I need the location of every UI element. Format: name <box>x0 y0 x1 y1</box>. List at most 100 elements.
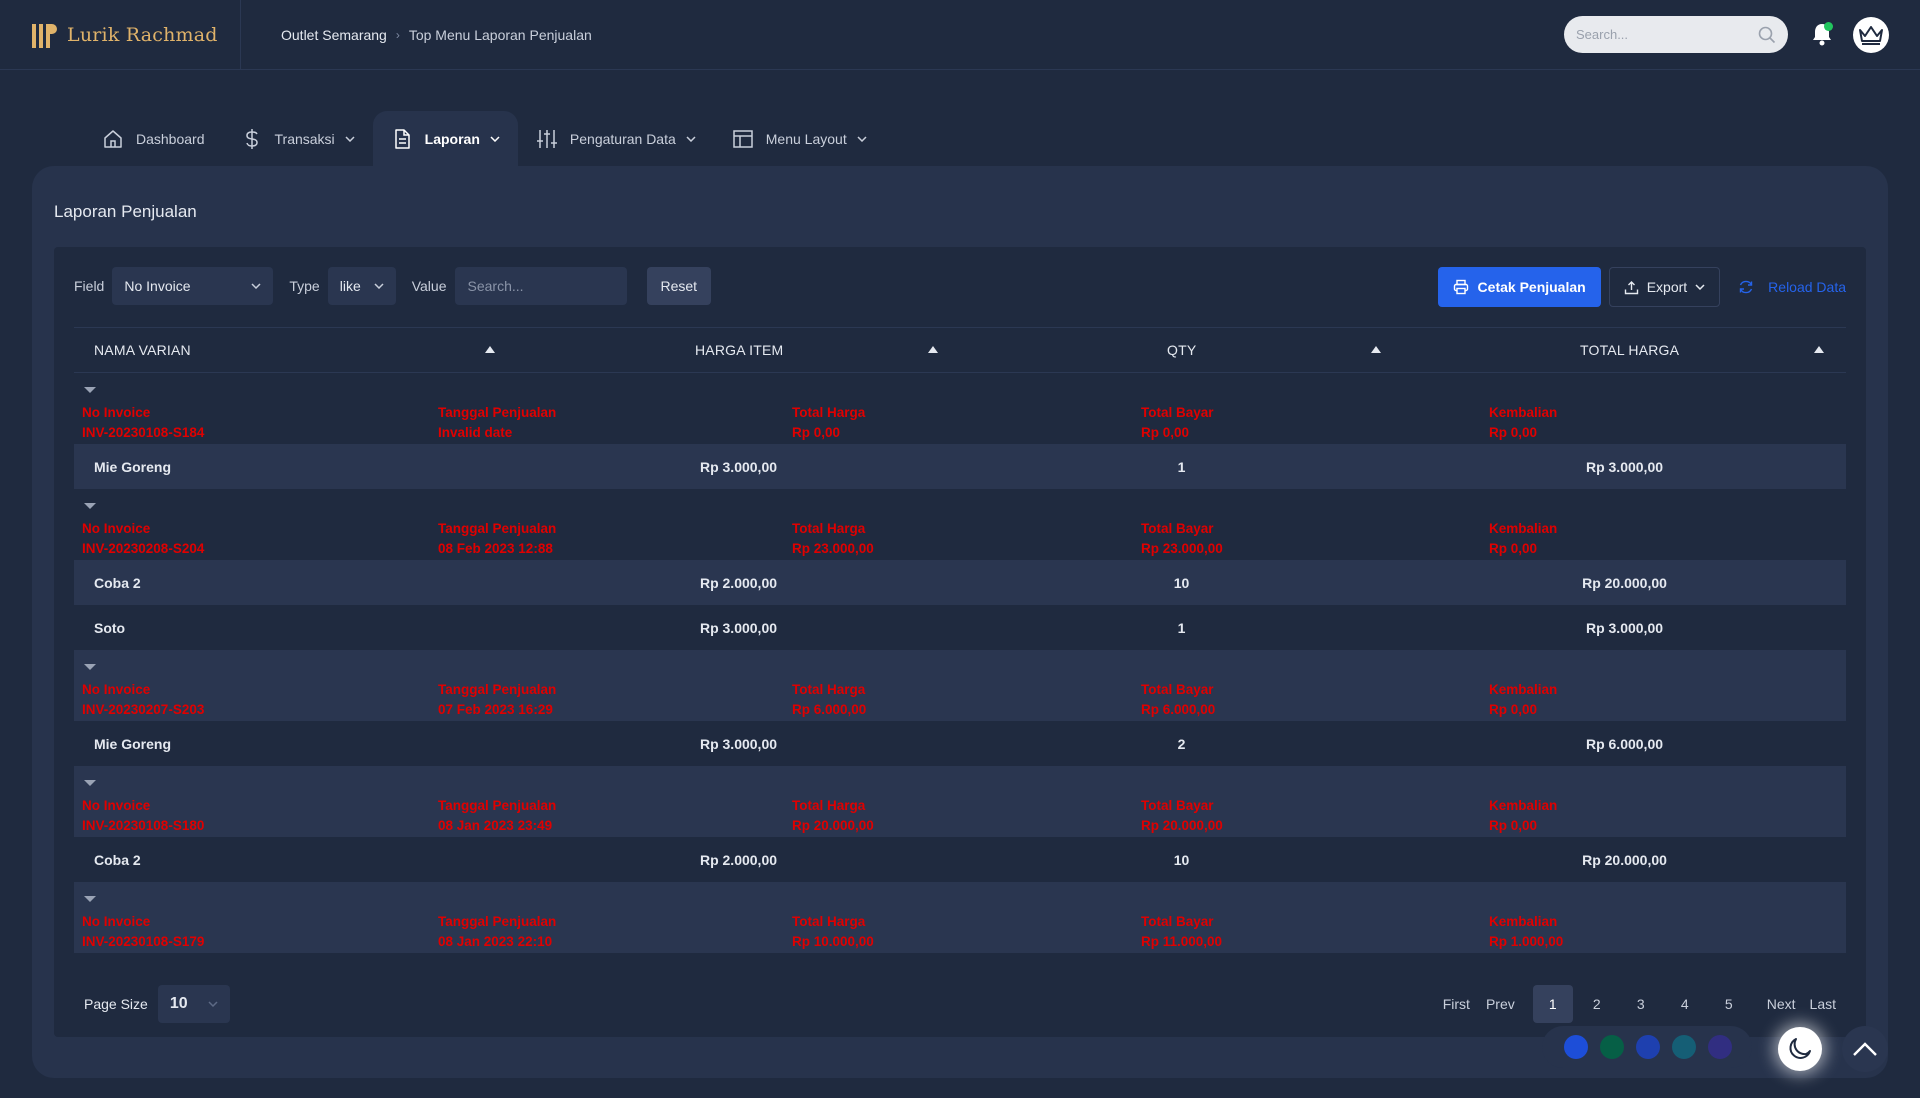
group-field-label: No Invoice <box>82 798 151 813</box>
brand[interactable]: Lurik Rachmad <box>0 0 241 70</box>
theme-color-swatch[interactable] <box>1672 1035 1696 1059</box>
cell-name: Coba 2 <box>94 851 141 868</box>
search-icon[interactable] <box>1758 26 1776 44</box>
breadcrumb: Outlet Semarang › Top Menu Laporan Penju… <box>281 27 592 43</box>
expand-caret-icon[interactable] <box>84 503 96 509</box>
group-field-value: Rp 20.000,00 <box>792 818 874 833</box>
group-field-value: Rp 20.000,00 <box>1141 818 1223 833</box>
theme-color-swatch[interactable] <box>1636 1035 1660 1059</box>
print-sales-button[interactable]: Cetak Penjualan <box>1437 267 1601 307</box>
invoice-group-field: Kembalian Rp 0,00 <box>1489 519 1557 559</box>
type-select[interactable]: like <box>327 267 396 305</box>
page-number[interactable]: 2 <box>1592 996 1601 1012</box>
table-row[interactable]: Coba 2 Rp 2.000,00 10 Rp 20.000,00 <box>74 837 1846 882</box>
nav-laporan[interactable]: Laporan <box>372 111 518 167</box>
export-button[interactable]: Export <box>1608 267 1721 307</box>
pagination: First Prev 1 2 3 4 5 Next Last <box>1427 985 1846 1023</box>
reload-data-button[interactable]: Reload Data <box>1738 279 1846 295</box>
expand-caret-icon[interactable] <box>84 664 96 670</box>
sort-asc-icon[interactable] <box>485 346 495 353</box>
filter-bar: Field No Invoice Type like Value Reset <box>74 267 712 305</box>
nav-menu-layout-label: Menu Layout <box>765 131 847 147</box>
invoice-group-row[interactable]: No Invoice INV-20230108-S179 Tanggal Penju… <box>74 882 1846 953</box>
column-header-total-harga[interactable]: TOTAL HARGA <box>1403 327 1846 373</box>
column-label: QTY <box>1167 342 1197 358</box>
expand-caret-icon[interactable] <box>84 780 96 786</box>
page-next[interactable]: Next <box>1766 996 1796 1012</box>
nav-dashboard[interactable]: Dashboard <box>84 111 223 167</box>
reset-button[interactable]: Reset <box>646 267 712 305</box>
nav-laporan-label: Laporan <box>424 131 480 147</box>
value-search-input[interactable] <box>454 267 627 305</box>
page-number[interactable]: 3 <box>1636 996 1645 1012</box>
page-number[interactable]: 5 <box>1724 996 1733 1012</box>
theme-color-swatch[interactable] <box>1708 1035 1732 1059</box>
nav-transaksi[interactable]: Transaksi <box>223 111 373 167</box>
home-icon <box>104 130 122 148</box>
group-field-label: Total Bayar <box>1141 798 1214 813</box>
group-field-label: Total Bayar <box>1141 914 1214 929</box>
invoice-group-field: Total Bayar Rp 20.000,00 <box>1141 796 1223 836</box>
table-row[interactable]: Coba 2 Rp 2.000,00 10 Rp 20.000,00 <box>74 560 1846 605</box>
table-row[interactable]: Soto Rp 3.000,00 1 Rp 3.000,00 <box>74 605 1846 650</box>
table-row[interactable]: Mie Goreng Rp 3.000,00 2 Rp 6.000,00 <box>74 721 1846 766</box>
invoice-group-row[interactable]: No Invoice INV-20230208-S204 Tanggal Penju… <box>74 489 1846 560</box>
page-number[interactable]: 4 <box>1680 996 1689 1012</box>
sort-asc-icon[interactable] <box>1371 346 1381 353</box>
group-field-value: Rp 23.000,00 <box>1141 541 1223 556</box>
group-field-label: No Invoice <box>82 682 151 697</box>
nav-pengaturan-data[interactable]: Pengaturan Data <box>518 111 714 167</box>
avatar[interactable] <box>1853 17 1889 53</box>
invoice-group-field: No Invoice INV-20230108-S184 <box>82 403 204 443</box>
table-row[interactable]: Mie Goreng Rp 3.000,00 1 Rp 3.000,00 <box>74 444 1846 489</box>
document-icon <box>394 129 410 149</box>
page-number[interactable]: 1 <box>1532 985 1573 1023</box>
group-field-label: Total Bayar <box>1141 682 1214 697</box>
page-size-value: 10 <box>169 995 188 1012</box>
sales-table: NAMA VARIAN HARGA ITEM QTY TOTAL HARGA N… <box>74 327 1846 953</box>
column-label: NAMA VARIAN <box>94 342 191 358</box>
column-header-nama-varian[interactable]: NAMA VARIAN <box>74 327 517 373</box>
group-field-label: Total Bayar <box>1141 405 1214 420</box>
column-header-qty[interactable]: QTY <box>960 327 1403 373</box>
refresh-icon <box>1739 280 1753 294</box>
global-search-input[interactable] <box>1576 27 1758 42</box>
group-field-value: Invalid date <box>438 425 513 440</box>
expand-caret-icon[interactable] <box>84 387 96 393</box>
expand-caret-icon[interactable] <box>84 896 96 902</box>
sort-asc-icon[interactable] <box>928 346 938 353</box>
invoice-group-row[interactable]: No Invoice INV-20230108-S180 Tanggal Penju… <box>74 766 1846 837</box>
theme-color-swatch[interactable] <box>1564 1035 1588 1059</box>
nav-menu-layout[interactable]: Menu Layout <box>714 111 885 167</box>
type-select-value: like <box>339 278 361 294</box>
cell-price: Rp 3.000,00 <box>699 458 778 475</box>
brand-name: Lurik Rachmad <box>67 23 218 46</box>
field-select[interactable]: No Invoice <box>112 267 274 305</box>
group-field-value: INV-20230108-S180 <box>82 818 205 833</box>
dark-mode-toggle[interactable] <box>1778 1027 1822 1071</box>
crown-icon <box>1859 26 1883 45</box>
invoice-group-field: Kembalian Rp 0,00 <box>1489 796 1557 836</box>
chevron-down-icon <box>345 136 355 142</box>
group-field-value: Rp 0,00 <box>1141 425 1190 440</box>
chevron-down-icon <box>251 283 261 289</box>
page-title: Laporan Penjualan <box>54 202 197 221</box>
page-size-select[interactable]: 10 <box>157 985 230 1023</box>
invoice-group-row[interactable]: No Invoice INV-20230207-S203 Tanggal Penju… <box>74 650 1846 721</box>
global-search <box>1564 16 1788 53</box>
page-last[interactable]: Last <box>1809 996 1836 1012</box>
column-header-harga-item[interactable]: HARGA ITEM <box>517 327 960 373</box>
page-first[interactable]: First <box>1442 996 1470 1012</box>
invoice-group-field: Tanggal Penjualan 08 Jan 2023 23:49 <box>438 796 556 836</box>
chevron-down-icon <box>374 283 384 289</box>
invoice-group-row[interactable]: No Invoice INV-20230108-S184 Tanggal Penju… <box>74 373 1846 444</box>
group-field-label: No Invoice <box>82 914 151 929</box>
sort-asc-icon[interactable] <box>1814 346 1824 353</box>
group-field-label: Tanggal Penjualan <box>438 914 557 929</box>
group-field-value: Rp 0,00 <box>1489 702 1538 717</box>
page-prev[interactable]: Prev <box>1485 996 1515 1012</box>
scroll-to-top-button[interactable] <box>1842 1026 1888 1072</box>
theme-color-swatch[interactable] <box>1600 1035 1624 1059</box>
breadcrumb-outlet[interactable]: Outlet Semarang <box>281 26 387 43</box>
group-field-label: No Invoice <box>82 405 151 420</box>
